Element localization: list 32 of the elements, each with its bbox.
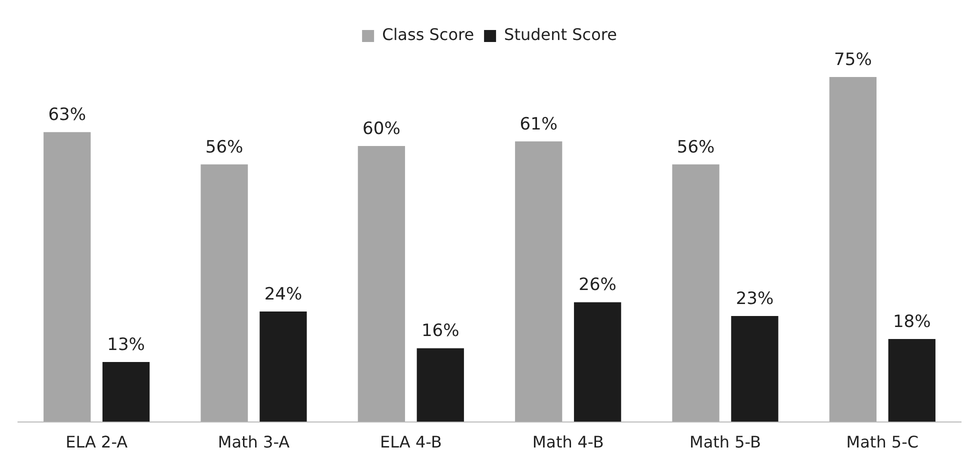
bar: [672, 164, 720, 422]
bar: [200, 164, 248, 422]
bar: [829, 76, 877, 422]
data-label: 18%: [892, 312, 931, 332]
data-label: 56%: [205, 137, 244, 158]
legend-label: Student Score: [504, 25, 617, 44]
data-label: 75%: [834, 50, 872, 70]
data-label: 16%: [421, 321, 460, 342]
bar: [888, 339, 936, 422]
bar: [574, 302, 622, 422]
data-label: 13%: [107, 334, 145, 355]
data-label: 23%: [736, 288, 774, 309]
bar: [260, 311, 307, 422]
data-label: 63%: [48, 105, 86, 126]
bar: [44, 132, 91, 422]
x-tick-label: Math 4-B: [532, 432, 604, 452]
bar: [515, 141, 562, 422]
legend-label: Class Score: [382, 25, 474, 44]
x-tick-label: ELA 2-A: [66, 432, 128, 452]
bar: [102, 362, 150, 422]
x-tick-label: Math 5-C: [846, 432, 919, 452]
data-label: 26%: [578, 275, 616, 296]
x-tick-label: Math 3-A: [218, 432, 290, 452]
data-label: 61%: [520, 114, 558, 134]
bar: [416, 348, 464, 422]
data-label: 60%: [362, 118, 400, 139]
data-label: 56%: [676, 137, 715, 158]
bar: [731, 316, 778, 422]
data-label: 24%: [264, 284, 302, 304]
bar: [358, 146, 406, 422]
x-tick-label: ELA 4-B: [380, 432, 442, 452]
x-tick-label: Math 5-B: [690, 432, 761, 452]
